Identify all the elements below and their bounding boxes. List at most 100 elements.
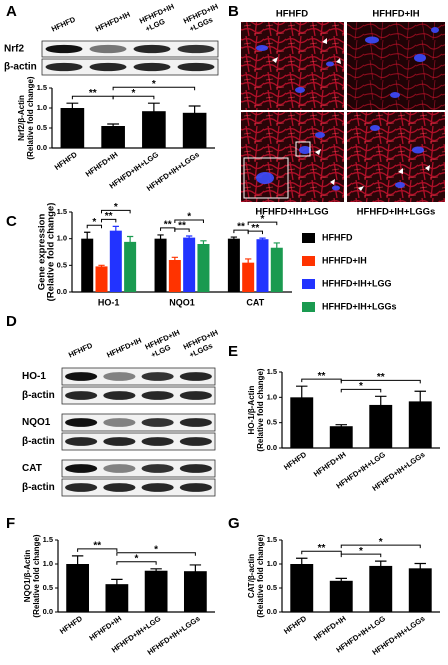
legend-swatch — [302, 302, 315, 312]
significance-bracket — [112, 95, 155, 100]
blot-band — [45, 62, 83, 72]
error-bar — [98, 264, 105, 269]
error-bar — [84, 231, 91, 246]
significance-bracket — [301, 550, 342, 555]
blot-band — [45, 44, 83, 54]
bar — [66, 564, 90, 612]
significance-bracket — [174, 228, 190, 232]
bar — [101, 126, 125, 148]
significance-bracket — [340, 388, 382, 393]
x-tick-label: HFHFD+IH — [312, 450, 348, 479]
y-axis-label: Gene expression — [37, 214, 48, 291]
blot-frame — [41, 40, 219, 58]
significance-label: * — [359, 381, 363, 392]
significance-bracket — [340, 544, 421, 549]
blot-band — [103, 464, 136, 473]
significance-bracket — [112, 86, 196, 91]
y-axis-label: NQO1/β-Actin — [23, 550, 32, 603]
blot-band — [179, 437, 212, 446]
y-tick-label: 0.0 — [267, 443, 277, 452]
blot-frame — [61, 459, 216, 478]
blot-row-label: β-actin — [22, 390, 55, 401]
blot-band — [103, 437, 136, 446]
blot-band — [65, 418, 98, 427]
error-bar — [414, 390, 426, 413]
significance-label: * — [114, 202, 118, 213]
lane-label: HFHFD+IH — [105, 336, 143, 360]
blot-frame — [61, 478, 216, 497]
blot-band — [103, 372, 136, 381]
x-tick-label: HFHFD+IH — [84, 150, 120, 179]
x-tick-label: HFHFD — [282, 614, 308, 636]
blot-band — [65, 372, 98, 381]
error-bar — [259, 237, 266, 241]
error-bar — [245, 258, 252, 267]
panel-label: A — [6, 3, 17, 20]
error-bar — [107, 123, 120, 129]
significance-label: * — [359, 546, 363, 557]
bar — [144, 570, 168, 612]
bar — [242, 262, 255, 292]
x-tick-label: HO-1 — [98, 297, 120, 307]
blot-band — [141, 464, 174, 473]
error-bar — [188, 105, 201, 121]
blot-band — [133, 62, 171, 72]
micrograph — [241, 112, 344, 202]
bar — [290, 397, 314, 448]
significance-label: ** — [318, 371, 326, 382]
error-bar — [230, 236, 238, 241]
legend-label: HFHFD+IH — [322, 255, 367, 265]
error-bar — [186, 235, 193, 240]
y-tick-label: 0.5 — [43, 583, 53, 592]
blot-band — [65, 391, 98, 400]
panel-label: B — [228, 3, 239, 20]
x-tick-label: HFHFD+IH — [312, 614, 348, 643]
y-axis-label: HO-1/β-Actin — [247, 385, 256, 434]
bar — [329, 580, 353, 612]
significance-label: * — [152, 79, 156, 90]
blot-band — [179, 483, 212, 492]
significance-label: ** — [89, 88, 97, 99]
significance-label: * — [261, 214, 265, 225]
y-tick-label: 1.5 — [37, 83, 47, 92]
blot-band — [179, 418, 212, 427]
significance-bracket — [101, 218, 117, 223]
bar — [270, 247, 283, 292]
legend-label: HFHFD — [322, 232, 353, 242]
y-tick-label: 1.5 — [57, 207, 67, 216]
blot-band — [141, 437, 174, 446]
x-tick-label: HFHFD — [58, 614, 84, 636]
significance-bracket — [174, 219, 204, 223]
error-bar — [147, 102, 160, 120]
x-tick-label: HFHFD — [282, 450, 308, 472]
bar — [183, 237, 196, 292]
blot-row-label: HO-1 — [22, 371, 46, 382]
y-tick-label: 1.5 — [43, 535, 53, 544]
legend-label: HFHFD+IH+LGGs — [322, 301, 397, 311]
error-bar — [273, 242, 280, 254]
bar — [168, 260, 181, 292]
micrograph — [241, 22, 344, 110]
significance-bracket — [247, 230, 263, 235]
y-axis-label: CAT/β-actin — [247, 554, 256, 598]
panel-label: F — [6, 515, 15, 532]
y-axis-label: (Relative fold change) — [32, 534, 41, 617]
error-bar — [335, 424, 347, 429]
significance-label: * — [379, 537, 383, 548]
bar — [124, 241, 137, 292]
blot-row-label: NQO1 — [22, 417, 51, 428]
x-tick-label: NQO1 — [169, 297, 195, 307]
significance-bracket — [247, 221, 278, 226]
blot-row-label: β-actin — [4, 62, 37, 73]
bar — [197, 244, 210, 292]
blot-band — [133, 44, 171, 54]
significance-bracket — [116, 552, 196, 556]
blot-row-label: CAT — [22, 463, 42, 474]
significance-label: ** — [237, 222, 245, 233]
significance-label: ** — [318, 543, 326, 554]
y-axis-label: (Relative fold change) — [256, 534, 265, 617]
panel-label: G — [228, 515, 240, 532]
significance-bracket — [77, 548, 118, 552]
blot-band — [89, 62, 127, 72]
y-tick-label: 1.0 — [43, 559, 53, 568]
